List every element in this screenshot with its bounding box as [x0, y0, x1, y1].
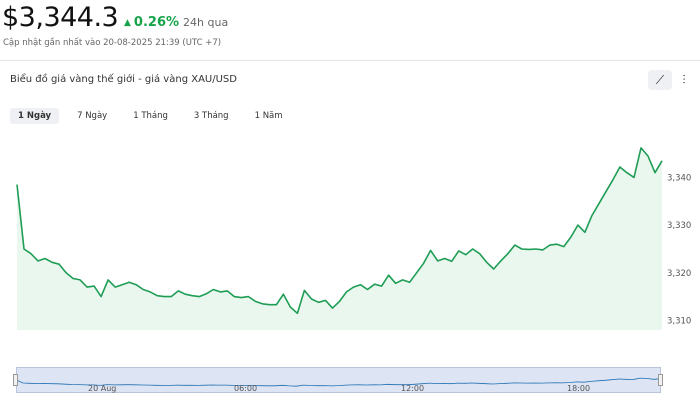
candlestick-icon[interactable]: ⫶ [682, 72, 686, 87]
change-period: 24h qua [183, 16, 229, 29]
price-change: ▲ 0.26% 24h qua [124, 15, 228, 30]
navigator-line [16, 377, 661, 387]
y-tick-label: 3,340 [667, 173, 691, 183]
navigator-label: 12:00 [401, 384, 425, 393]
navigator-label: 06:00 [234, 384, 258, 393]
tab-7-days[interactable]: 7 Ngày [77, 111, 108, 121]
chart-title: Biểu đồ giá vàng thế giới - giá vàng XAU… [10, 74, 237, 85]
tab-1-month[interactable]: 1 Tháng [133, 111, 168, 121]
navigator-label: 18:00 [567, 384, 591, 393]
change-percent: 0.26% [133, 15, 180, 30]
price-line [16, 147, 663, 315]
range-tabs: 1 Ngày 7 Ngày 1 Tháng 3 Tháng 1 Năm [10, 108, 291, 124]
tab-1-year[interactable]: 1 Năm [254, 111, 283, 121]
tab-3-months[interactable]: 3 Tháng [193, 111, 229, 121]
up-arrow-icon: ▲ [124, 18, 131, 28]
navigator-left-handle[interactable] [13, 374, 18, 386]
y-tick-label: 3,320 [667, 269, 691, 279]
divider [0, 60, 700, 61]
last-updated: Cập nhật gần nhất vào 20-08-2025 21:39 (… [3, 38, 222, 48]
y-tick-label: 3,310 [667, 316, 691, 326]
price-area [17, 147, 662, 330]
navigator-label: 20 Aug [88, 384, 117, 393]
price-chart[interactable]: 3,310 3,320 3,330 3,340 [0, 125, 700, 340]
line-chart-icon[interactable]: ⟋ [648, 70, 672, 90]
chart-type-toolbar: ⟋ ⫶ [648, 70, 696, 90]
navigator-right-handle[interactable] [658, 374, 663, 386]
y-tick-label: 3,330 [667, 221, 691, 231]
tab-1-day[interactable]: 1 Ngày [10, 108, 60, 124]
navigator-series [16, 377, 661, 387]
price-value: $3,344.3 [2, 2, 119, 33]
y-axis: 3,310 3,320 3,330 3,340 [667, 173, 691, 326]
